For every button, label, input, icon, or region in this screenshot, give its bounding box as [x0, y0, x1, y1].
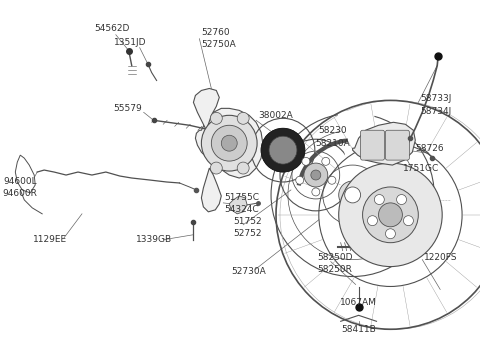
Polygon shape: [193, 88, 219, 130]
Wedge shape: [338, 111, 374, 195]
Text: 1351JD: 1351JD: [113, 38, 146, 47]
Circle shape: [385, 229, 396, 239]
Text: 52730A: 52730A: [232, 267, 266, 276]
Circle shape: [374, 195, 384, 205]
Text: 58250R: 58250R: [317, 265, 352, 274]
Text: 1220FS: 1220FS: [424, 253, 458, 262]
Text: 1339GB: 1339GB: [135, 235, 172, 244]
Circle shape: [379, 203, 402, 227]
Text: 51752: 51752: [233, 217, 262, 226]
Circle shape: [396, 195, 407, 205]
Circle shape: [345, 187, 360, 203]
Text: 58230: 58230: [318, 126, 347, 135]
Circle shape: [211, 125, 247, 161]
Circle shape: [304, 163, 328, 187]
Text: 38002A: 38002A: [258, 111, 293, 120]
Polygon shape: [202, 168, 221, 212]
Circle shape: [328, 176, 336, 184]
Polygon shape: [195, 108, 263, 178]
Text: 94600L: 94600L: [3, 178, 37, 187]
Circle shape: [362, 187, 418, 243]
Text: 54562D: 54562D: [94, 24, 130, 33]
Text: 58210A: 58210A: [315, 139, 350, 148]
Text: 54324C: 54324C: [224, 205, 259, 214]
Circle shape: [261, 128, 305, 172]
Text: 58733J: 58733J: [420, 94, 452, 103]
Circle shape: [368, 216, 377, 226]
Polygon shape: [353, 122, 415, 165]
Circle shape: [311, 170, 321, 180]
Text: 52750A: 52750A: [202, 40, 236, 49]
FancyBboxPatch shape: [385, 130, 409, 160]
Circle shape: [210, 112, 222, 124]
Circle shape: [296, 176, 304, 184]
Text: 58411B: 58411B: [341, 325, 376, 334]
Circle shape: [404, 216, 413, 226]
Text: 58250D: 58250D: [317, 253, 352, 262]
Text: 52752: 52752: [233, 229, 262, 238]
Text: 1751GC: 1751GC: [403, 164, 440, 173]
Text: 94600R: 94600R: [3, 190, 38, 199]
Circle shape: [202, 115, 257, 171]
Circle shape: [221, 135, 237, 151]
Text: 58734J: 58734J: [420, 107, 452, 116]
Polygon shape: [15, 155, 35, 193]
Text: 52760: 52760: [202, 28, 230, 37]
Circle shape: [312, 188, 320, 196]
Text: 55579: 55579: [113, 104, 142, 113]
Circle shape: [237, 112, 249, 124]
Circle shape: [339, 163, 442, 266]
Text: 58726: 58726: [415, 144, 444, 153]
Text: 1129EE: 1129EE: [33, 235, 67, 244]
Circle shape: [237, 162, 249, 174]
Circle shape: [302, 157, 310, 165]
Polygon shape: [229, 196, 247, 214]
Text: 51755C: 51755C: [224, 193, 259, 203]
Circle shape: [210, 162, 222, 174]
Text: 1067AM: 1067AM: [340, 298, 377, 307]
Circle shape: [339, 181, 367, 209]
Circle shape: [269, 136, 297, 164]
FancyBboxPatch shape: [360, 130, 384, 160]
Circle shape: [322, 157, 330, 165]
